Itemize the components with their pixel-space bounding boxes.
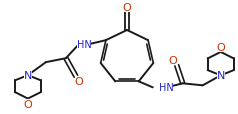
Text: O: O xyxy=(123,3,131,13)
Text: N: N xyxy=(217,71,225,81)
Text: O: O xyxy=(74,76,83,86)
Text: O: O xyxy=(24,99,32,109)
Text: O: O xyxy=(216,43,225,52)
Text: N: N xyxy=(24,71,32,80)
Text: HN: HN xyxy=(159,83,174,93)
Text: HN: HN xyxy=(76,40,91,50)
Text: O: O xyxy=(168,56,177,66)
